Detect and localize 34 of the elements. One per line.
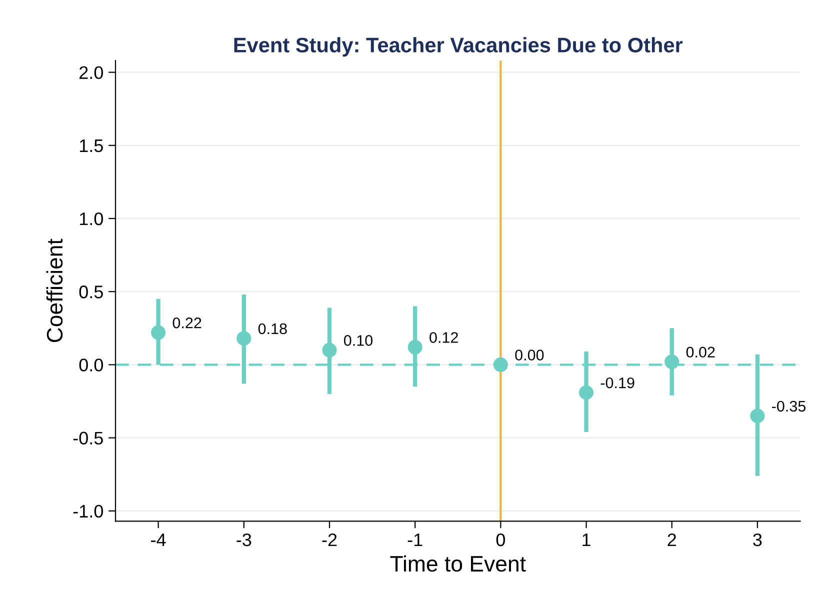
x-tick-label: -2 — [322, 533, 337, 546]
point — [578, 385, 594, 400]
x-tick-label: 3 — [753, 533, 762, 546]
point — [236, 331, 252, 346]
data-label: 0.10 — [344, 335, 373, 346]
x-tick-label: -4 — [151, 534, 166, 546]
data-label: 0.22 — [172, 318, 202, 328]
data-label: 0.00 — [515, 350, 544, 360]
chart-title: Event Study: Teacher Vacancies Due to Other — [234, 37, 683, 57]
y-tick-label: -0.5 — [73, 432, 103, 445]
y-axis-title: Coefficient — [46, 238, 63, 342]
x-tick-label: 0 — [496, 533, 505, 546]
x-tick-label: -3 — [236, 533, 252, 546]
y-tick-label: 1.0 — [80, 212, 103, 226]
data-label: 0.18 — [258, 323, 287, 334]
x-tick-label: -1 — [408, 534, 422, 546]
x-axis-title: Time to Event — [390, 555, 526, 572]
y-tick-label: 0.5 — [79, 286, 103, 298]
data-label: -0.35 — [772, 400, 806, 412]
data-label: 0.02 — [686, 346, 715, 358]
y-tick-label: 1.5 — [80, 140, 103, 152]
point — [493, 357, 508, 372]
point — [408, 340, 422, 354]
point — [664, 354, 680, 370]
data-label: 0.12 — [430, 332, 458, 343]
point — [322, 342, 337, 358]
y-tick-label: 0.0 — [79, 358, 103, 372]
y-tick-label: 2.0 — [80, 66, 103, 80]
data-label: -0.19 — [600, 377, 634, 388]
x-tick-label: 1 — [582, 534, 590, 546]
point — [750, 408, 765, 424]
y-tick-label: -1.0 — [73, 504, 103, 518]
point — [151, 325, 166, 340]
x-tick-label: 2 — [668, 533, 676, 546]
